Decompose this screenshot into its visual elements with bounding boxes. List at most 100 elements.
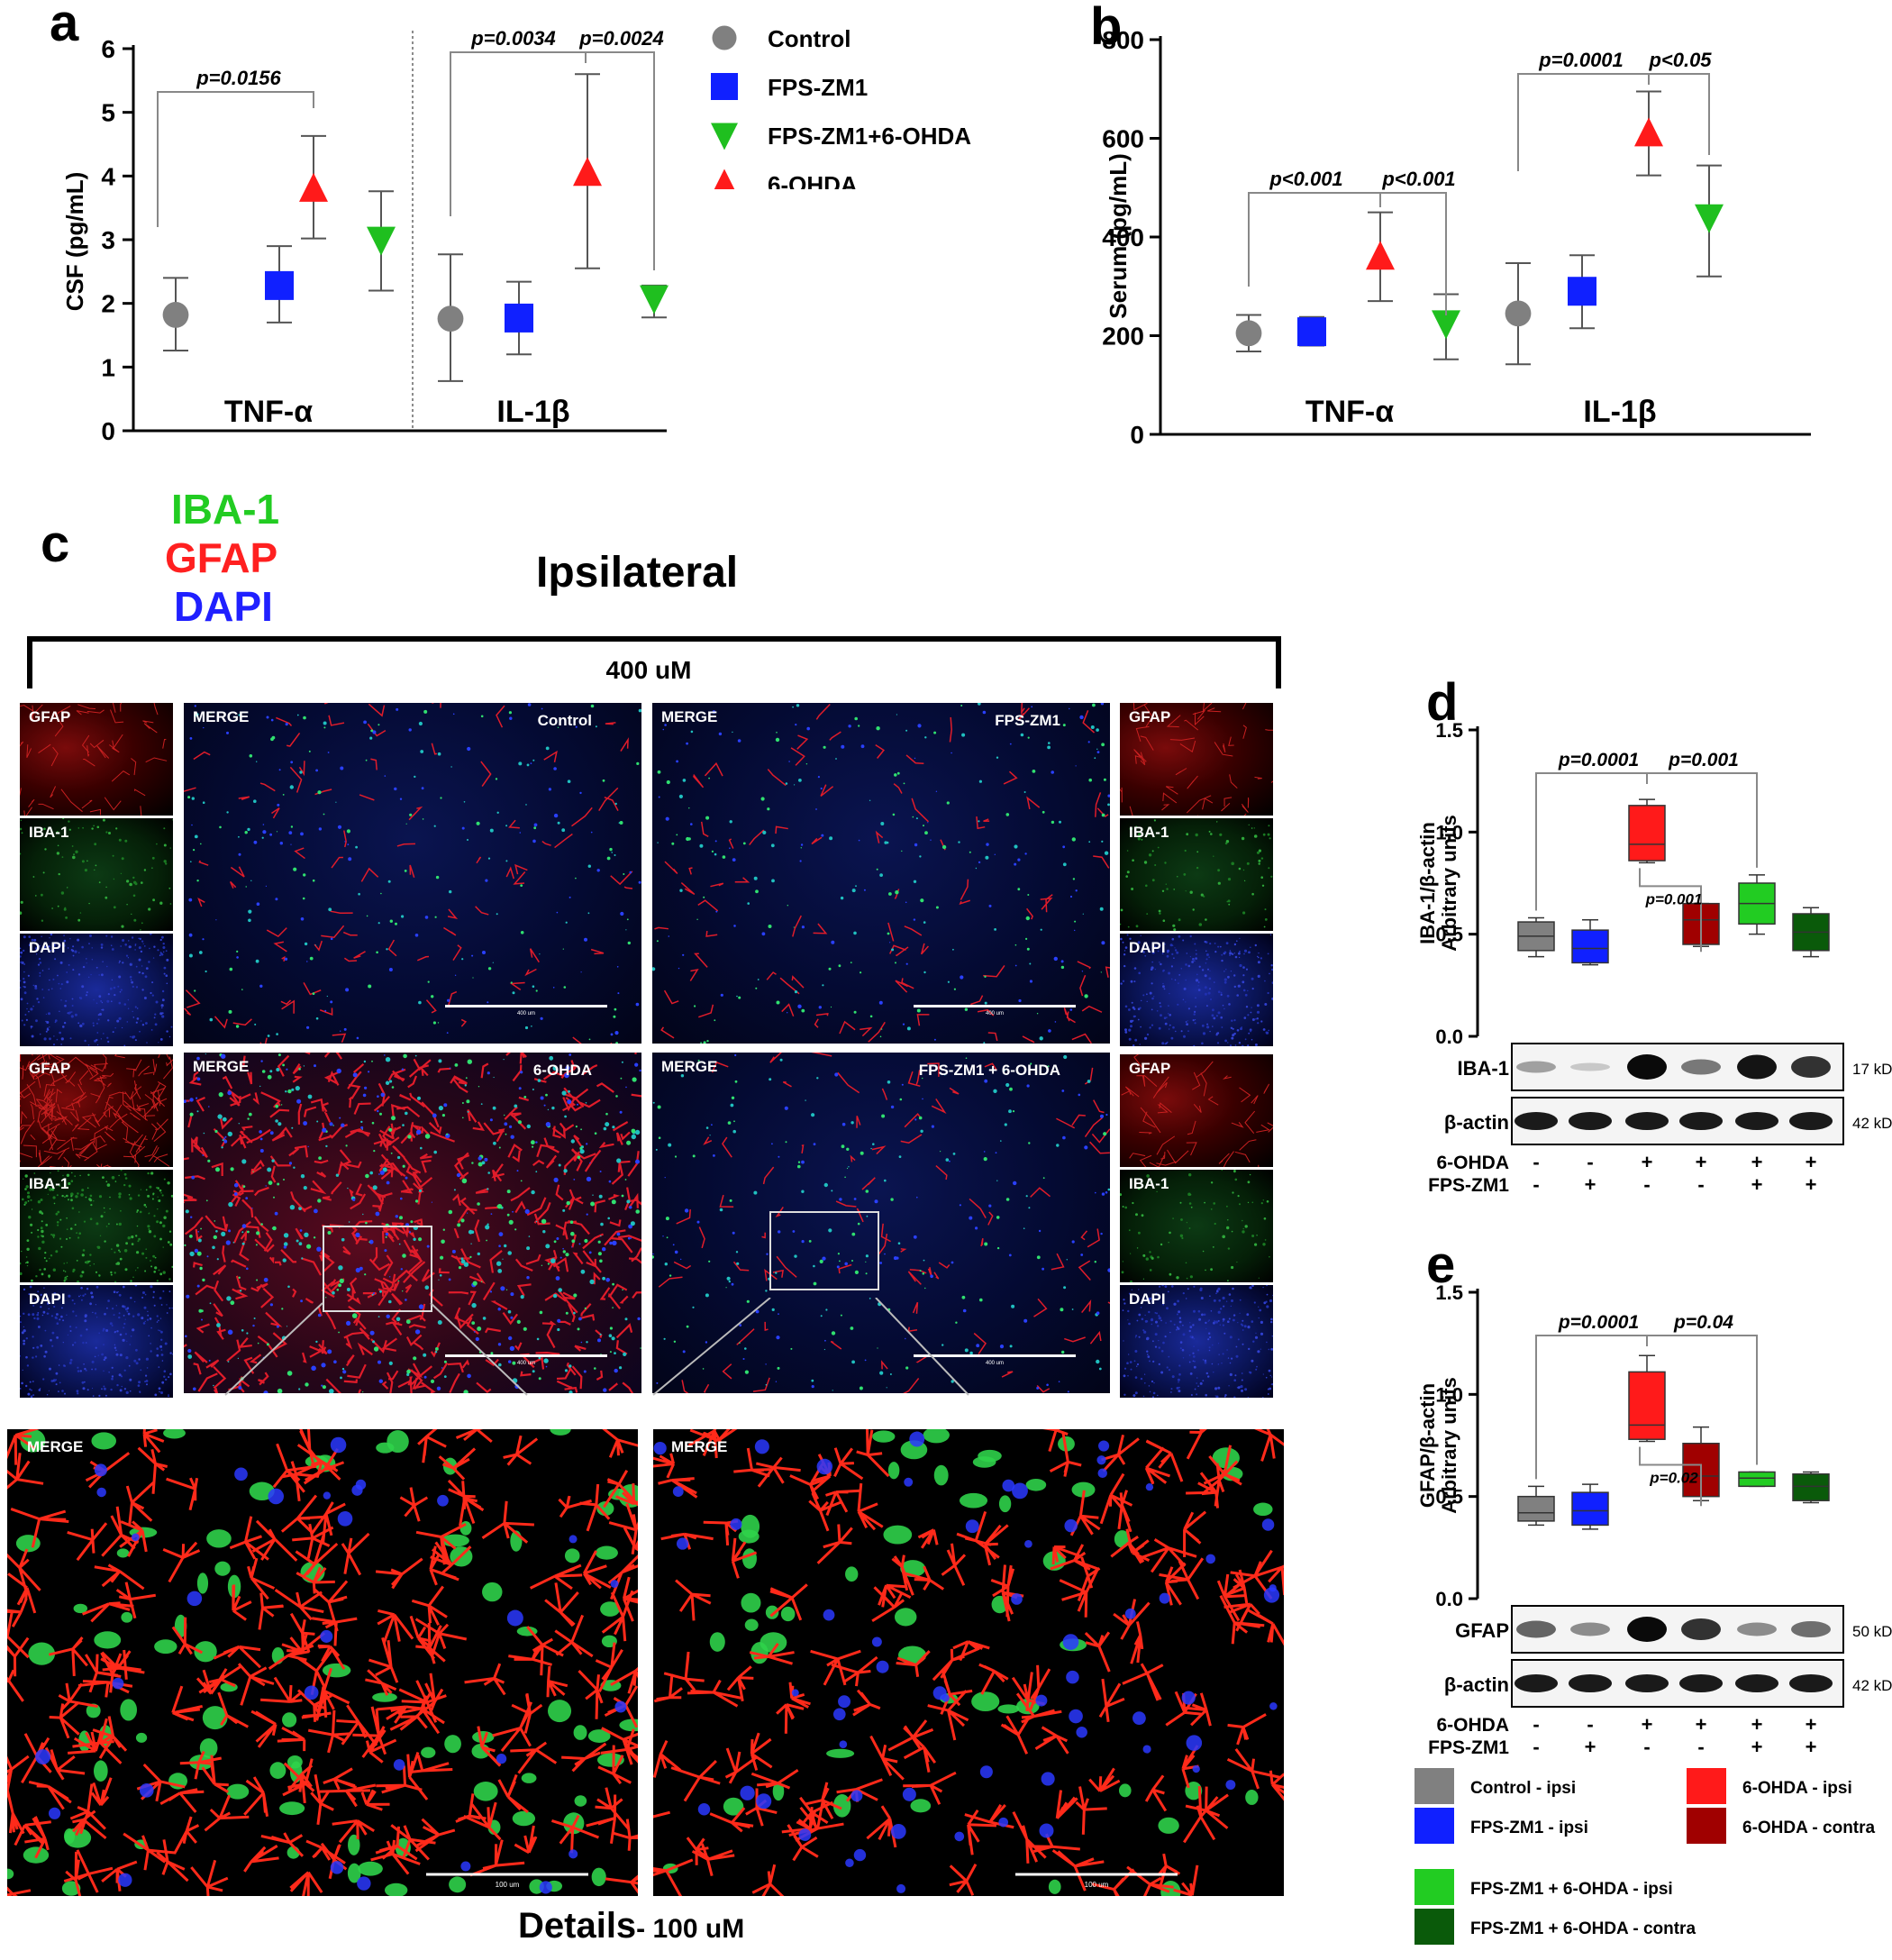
detail-astrocyte [243, 1776, 269, 1817]
detail-nucleus [323, 1491, 332, 1500]
detail-astrocyte [554, 1614, 594, 1658]
blot-e-row2-mark: + [1751, 1736, 1763, 1758]
scale-bar-label: 400 um [517, 1361, 536, 1366]
chart-b-point [1366, 241, 1395, 270]
blot-d-row2-mark: + [1806, 1173, 1817, 1196]
detail-microglia [1025, 1478, 1047, 1491]
detail-astrocyte [833, 1447, 864, 1481]
chart-e-box [1571, 1491, 1609, 1527]
detail-astrocyte [376, 1765, 423, 1794]
detail-nucleus [1066, 1670, 1079, 1684]
chart-d-sig-bracket-low [1639, 868, 1702, 953]
blot-e-row1-mark: + [1696, 1713, 1707, 1736]
detail-astrocyte [102, 1649, 141, 1680]
detail-astrocyte [301, 1686, 332, 1719]
detail-astrocyte [1098, 1678, 1125, 1723]
detail-astrocyte [365, 1669, 397, 1696]
detail-astrocyte [307, 1709, 351, 1754]
blot-d-row1-mark: - [1533, 1151, 1539, 1173]
details-caption-small: - 100 uM [636, 1914, 745, 1944]
blot-e-band1-label: GFAP [1455, 1619, 1509, 1642]
detail-astrocyte [1126, 1865, 1174, 1896]
detail-microglia [595, 1545, 618, 1560]
detail-nucleus [672, 1486, 684, 1498]
merge-condition-label: FPS-ZM1 + 6-OHDA [918, 1062, 1060, 1079]
detail-astrocyte [1042, 1429, 1069, 1452]
detail-nucleus [1039, 1823, 1054, 1838]
detail-astrocyte [887, 1719, 934, 1752]
detail-astrocyte [7, 1429, 40, 1465]
detail-nucleus [1041, 1772, 1055, 1786]
detail-astrocyte [903, 1771, 957, 1805]
detail-microglia [998, 1495, 1012, 1513]
detail-astrocyte [578, 1669, 604, 1719]
scale-bar [914, 1354, 1076, 1357]
detail-nucleus [965, 1519, 979, 1534]
detail-nucleus [330, 1436, 347, 1454]
detail-astrocyte [1099, 1472, 1133, 1525]
detail-astrocyte [670, 1759, 721, 1802]
chart-a-ytick-label: 3 [101, 226, 115, 254]
chart-b-ytick-label: 200 [1102, 323, 1144, 351]
detail-nucleus [460, 1861, 471, 1872]
small-dapi-label: DAPI [29, 1290, 66, 1308]
detail-nucleus [506, 1609, 523, 1627]
chart-b-sig-label: p<0.001 [1269, 168, 1342, 190]
legend-a: Control FPS-ZM1 FPS-ZM1+6-OHDA 6-OHDA [703, 9, 1009, 198]
detail-astrocyte [77, 1680, 133, 1698]
blot-d-band2 [1569, 1112, 1612, 1130]
detail-nucleus [1142, 1745, 1151, 1754]
detail-astrocyte [733, 1447, 772, 1478]
chart-e-ytick-label: 0.5 [1435, 1486, 1463, 1509]
detail-microglia [887, 1462, 900, 1480]
detail-nucleus [94, 1463, 107, 1477]
detail-astrocyte [597, 1745, 632, 1785]
detail-microglia [741, 1514, 760, 1538]
detail-microglia [154, 1639, 177, 1655]
detail-astrocyte [1185, 1786, 1229, 1829]
detail-astrocyte [1165, 1691, 1202, 1727]
detail-astrocyte [303, 1448, 345, 1485]
detail-astrocyte [686, 1837, 711, 1865]
detail-astrocyte [776, 1703, 805, 1734]
detail-astrocyte [390, 1824, 436, 1861]
detail-astrocyte [406, 1752, 429, 1800]
detail-astrocyte [156, 1839, 189, 1883]
detail-astrocyte [1226, 1748, 1282, 1790]
detail-microglia [591, 1867, 606, 1887]
detail-nucleus [1263, 1587, 1280, 1603]
detail-astrocyte [229, 1516, 269, 1561]
chart-b: Serum (pg/mL) 0 200 400 600 800 TNF-α IL-1β p<0… [1102, 26, 1811, 449]
small-iba1-6ohda: IBA-1 [20, 1170, 173, 1282]
detail-microglia [574, 1795, 587, 1807]
chart-a-ytick-label: 5 [101, 99, 115, 127]
detail-microglia [883, 1525, 913, 1545]
legend-de-label: Control - ipsi [1470, 1779, 1576, 1798]
chart-e-sig-bracket [1535, 1335, 1648, 1480]
detail-microglia [287, 1755, 303, 1769]
small-dapi-6ohda: DAPI [20, 1285, 173, 1398]
blot-d-row2-mark: - [1697, 1173, 1704, 1196]
detail-nucleus [139, 1782, 154, 1798]
detail-astrocyte [277, 1726, 306, 1752]
detail2-merge-label: MERGE [671, 1438, 728, 1455]
detail-astrocyte [7, 1755, 30, 1799]
detail-astrocyte [1130, 1621, 1144, 1664]
detail-nucleus [697, 1803, 711, 1816]
detail-astrocyte [49, 1701, 80, 1739]
detail-nucleus [112, 1677, 124, 1690]
detail-astrocyte [866, 1805, 897, 1848]
detail-astrocyte [896, 1650, 931, 1677]
detail-astrocyte [941, 1543, 967, 1586]
detail-astrocyte [1051, 1545, 1080, 1565]
detail-astrocyte [1012, 1811, 1047, 1864]
detail-microglia [1212, 1447, 1240, 1469]
small-dapi-label: DAPI [1129, 1290, 1166, 1308]
chart-b-ytick-label: 400 [1102, 223, 1144, 251]
detail-astrocyte [174, 1816, 200, 1854]
detail-microglia [765, 1605, 779, 1619]
legend-a-label: 6-OHDA [768, 171, 858, 189]
detail-astrocyte [503, 1435, 539, 1466]
detail-astrocyte [510, 1741, 558, 1774]
legend-de-label: FPS-ZM1 - ipsi [1470, 1819, 1588, 1837]
